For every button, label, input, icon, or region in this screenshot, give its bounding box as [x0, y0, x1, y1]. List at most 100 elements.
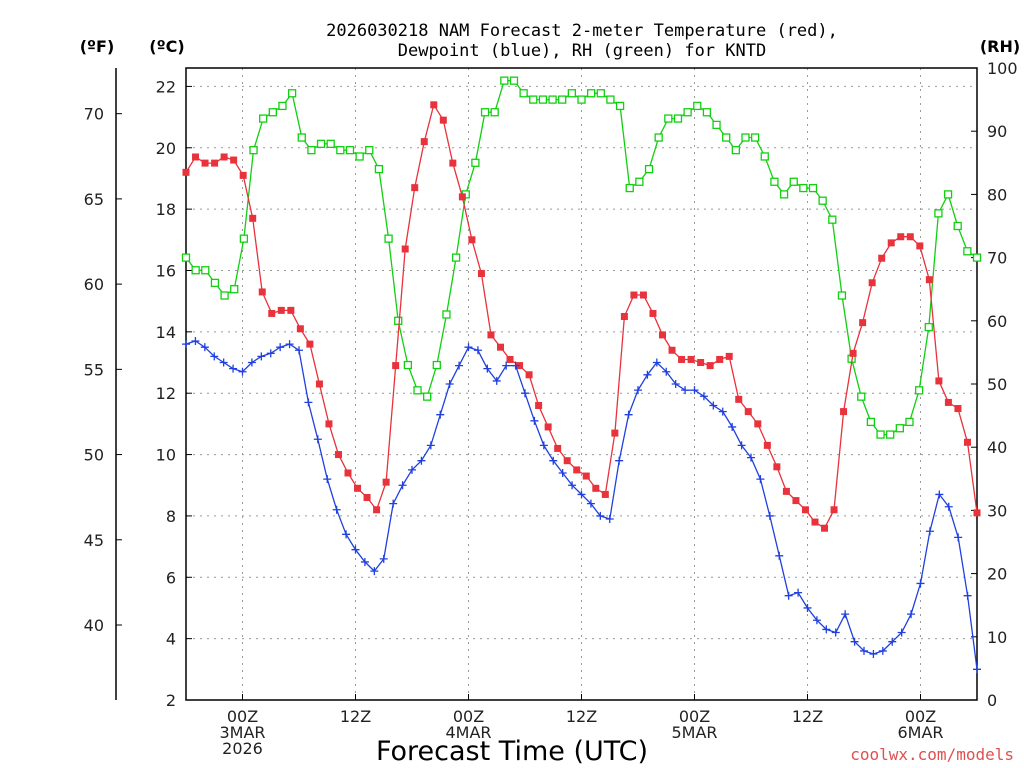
- rh-point: [249, 146, 258, 155]
- rh-point: [702, 108, 712, 117]
- rh-tick-label: 100: [987, 59, 1018, 78]
- dewpoint-point: [747, 453, 755, 462]
- rh-point: [644, 164, 654, 174]
- dewpoint-point: [643, 370, 652, 379]
- fahrenheit-tick-label: 55: [84, 360, 104, 379]
- axis-layer: 2 4 6 8 10 12 14 16 18 20 22 0 10 20 30 40 50 60 70 80 90 100…: [84, 59, 1018, 758]
- rh-point: [210, 278, 220, 288]
- dewpoint-point: [417, 456, 426, 465]
- dewpoint-point: [436, 410, 445, 419]
- dewpoint-point: [521, 389, 529, 398]
- dewpoint-point: [925, 527, 934, 536]
- rh-point: [548, 95, 557, 104]
- rh-point: [712, 120, 721, 130]
- x-axis-title: Forecast Time (UTC): [376, 736, 648, 767]
- dewpoint-point: [389, 499, 398, 508]
- temperature-point: [287, 306, 295, 314]
- temperature-point: [573, 466, 581, 474]
- dewpoint-point: [709, 401, 718, 410]
- fahrenheit-tick-label: 60: [84, 275, 104, 294]
- temperature-point: [887, 239, 895, 247]
- rh-point: [480, 108, 490, 117]
- dewpoint-point: [869, 649, 878, 658]
- temperature-point: [935, 377, 943, 385]
- rh-point: [230, 285, 239, 294]
- temperature-point: [487, 331, 495, 339]
- temperature-point: [735, 395, 743, 403]
- rh-tick-label: 40: [987, 438, 1007, 457]
- temperature-point: [496, 343, 504, 351]
- rh-tick-label: 50: [987, 375, 1007, 394]
- dewpoint-point: [954, 533, 963, 542]
- temperature-point: [249, 214, 257, 222]
- series-layer: [181, 76, 982, 674]
- rh-point: [654, 133, 663, 142]
- celsius-tick-label: 16: [156, 261, 176, 280]
- temperature-point: [763, 441, 771, 449]
- temperature-point: [801, 506, 809, 514]
- dewpoint-point: [313, 435, 322, 444]
- celsius-tick-label: 8: [166, 507, 176, 526]
- rh-point: [509, 76, 519, 85]
- unit-label-rh: (RH): [980, 37, 1020, 56]
- fahrenheit-tick-label: 65: [84, 190, 104, 209]
- rh-point: [750, 133, 760, 142]
- dewpoint-point: [539, 441, 548, 450]
- temperature-series-line: [185, 103, 978, 530]
- rh-point: [741, 133, 750, 142]
- celsius-tick-label: 4: [166, 630, 176, 649]
- dewpoint-point: [794, 588, 803, 597]
- rh-point: [259, 114, 268, 123]
- unit-label-celsius: (ºC): [149, 37, 184, 56]
- temperature-point: [944, 398, 952, 406]
- dewpoint-point: [897, 628, 906, 637]
- rh-point: [963, 247, 972, 256]
- rh-point: [326, 139, 335, 148]
- temperature-point: [868, 279, 876, 287]
- temperature-point: [277, 306, 285, 314]
- x-tick-label: 12Z: [566, 707, 597, 726]
- temperature-point: [639, 291, 647, 299]
- dewpoint-point: [775, 551, 784, 560]
- rh-point: [577, 95, 586, 104]
- rh-point: [500, 76, 509, 85]
- rh-point: [635, 177, 644, 186]
- dewpoint-point: [191, 337, 200, 346]
- dewpoint-point: [605, 514, 614, 523]
- dewpoint-point: [624, 410, 633, 419]
- temperature-point: [344, 469, 352, 477]
- dewpoint-point: [370, 567, 379, 576]
- x-tick-label: 5MAR: [671, 723, 717, 742]
- temperature-point: [706, 362, 714, 370]
- temperature-point: [725, 352, 733, 360]
- temperature-point: [754, 420, 762, 428]
- rh-point: [857, 392, 866, 401]
- dewpoint-point: [662, 367, 671, 376]
- rh-point: [818, 196, 827, 205]
- rh-point: [191, 266, 200, 275]
- temperature-point: [668, 346, 676, 354]
- unit-label-fahrenheit: (ºF): [80, 37, 115, 56]
- dewpoint-point: [351, 545, 360, 554]
- dewpoint-point: [285, 340, 294, 349]
- rh-point: [403, 360, 413, 370]
- rh-point: [779, 190, 789, 199]
- dewpoint-point: [530, 416, 539, 425]
- dewpoint-point: [963, 591, 972, 600]
- temperature-point: [925, 276, 933, 284]
- rh-point: [683, 108, 692, 117]
- temperature-point: [296, 325, 304, 333]
- rh-point: [760, 152, 769, 161]
- rh-point: [586, 89, 596, 98]
- rh-point: [423, 392, 432, 401]
- dewpoint-point: [822, 625, 831, 634]
- temperature-point: [840, 408, 848, 416]
- rh-point: [384, 234, 393, 243]
- temperature-point: [906, 233, 914, 241]
- celsius-tick-label: 14: [156, 323, 176, 342]
- fahrenheit-tick-label: 45: [84, 531, 104, 550]
- dewpoint-point: [455, 361, 464, 370]
- dewpoint-point: [586, 499, 595, 508]
- temperature-point: [201, 159, 209, 167]
